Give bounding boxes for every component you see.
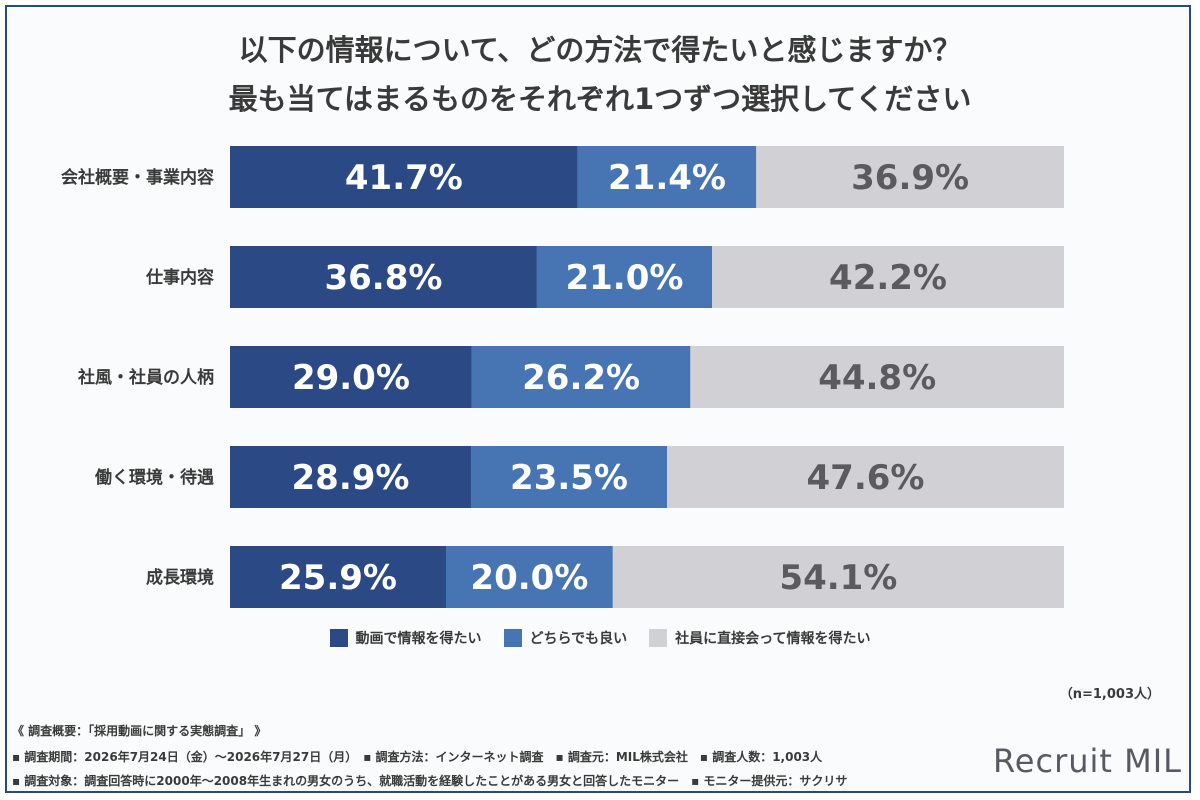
data-label-video: 25.9% — [279, 558, 397, 598]
data-label-video: 41.7% — [345, 158, 463, 198]
legend-swatch-in-person — [649, 629, 668, 647]
category-label: 仕事内容 — [145, 267, 214, 288]
sample-size: （n=1,003人） — [1059, 687, 1160, 702]
data-label-video: 28.9% — [292, 458, 410, 498]
data-label-video: 36.8% — [324, 258, 442, 298]
data-label-in-person: 44.8% — [818, 358, 936, 398]
bar-segment-either — [471, 446, 668, 508]
bar-segment-either — [577, 146, 757, 208]
legend-item-in-person: 社員に直接会って情報を得たい — [649, 628, 870, 648]
survey-overview: 《 調査概要：「採用動画に関する実態調査」 》 — [12, 724, 267, 738]
bar-segment-video — [230, 446, 472, 508]
data-label-either: 21.4% — [608, 158, 726, 198]
legend-swatch-either — [503, 629, 522, 647]
bar-segment-either — [471, 346, 691, 408]
data-label-either: 20.0% — [470, 558, 588, 598]
data-label-in-person: 54.1% — [779, 558, 897, 598]
data-label-video: 29.0% — [292, 358, 410, 398]
data-label-in-person: 47.6% — [807, 458, 925, 498]
bar-segment-in-person — [712, 246, 1064, 308]
chart-title-line-1: 以下の情報について、どの方法で得たいと感じますか？ — [238, 33, 962, 67]
legend-item-video: 動画で情報を得たい — [329, 628, 482, 648]
chart-title-line-2: 最も当てはまるものをそれぞれ1つずつ選択してください — [228, 82, 972, 116]
legend: 動画で情報を得たい どちらでも良い 社員に直接会って情報を得たい — [0, 628, 1200, 648]
bar-segment-video — [230, 546, 447, 608]
bar-segment-video — [230, 246, 537, 308]
bar-segment-video — [230, 346, 472, 408]
legend-swatch-video — [329, 629, 348, 647]
data-label-either: 26.2% — [522, 358, 640, 398]
legend-label-either: どちらでも良い — [529, 631, 628, 647]
survey-target: ▪ 調査対象：調査回答時に2000年〜2008年生まれの男女のうち、就職活動を経… — [12, 774, 848, 788]
bar-segment-either — [536, 246, 713, 308]
bar-segment-in-person — [612, 546, 1064, 608]
bar-segment-in-person — [667, 446, 1064, 508]
category-label: 働く環境・待遇 — [94, 467, 214, 488]
data-label-in-person: 42.2% — [829, 258, 947, 298]
bar-segment-in-person — [690, 346, 1064, 408]
bar-segment-video — [230, 146, 578, 208]
legend-label-video: 動画で情報を得たい — [355, 631, 482, 647]
recruit-mil-logo: Recruit MIL — [993, 742, 1182, 780]
data-label-in-person: 36.9% — [851, 158, 969, 198]
category-label: 社風・社員の人柄 — [77, 367, 214, 388]
category-label: 成長環境 — [146, 567, 214, 588]
legend-item-either: どちらでも良い — [503, 628, 628, 648]
bar-segment-either — [446, 546, 613, 608]
category-label: 会社概要・事業内容 — [61, 167, 214, 188]
survey-period-method: ▪ 調査期間：2026年7月24日（金）〜2026年7月27日（月） ▪ 調査方… — [12, 750, 823, 764]
legend-label-in-person: 社員に直接会って情報を得たい — [675, 631, 871, 647]
data-label-either: 23.5% — [510, 458, 628, 498]
data-label-either: 21.0% — [565, 258, 683, 298]
bar-segment-in-person — [756, 146, 1064, 208]
